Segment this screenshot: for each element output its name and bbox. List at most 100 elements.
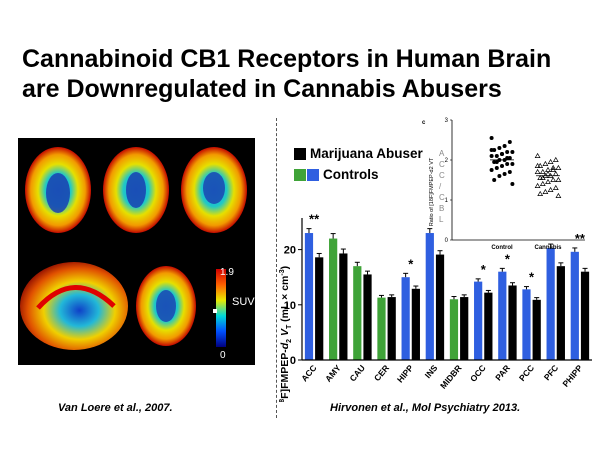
bar-marijuana-amy (339, 253, 348, 360)
scatter-point-control (489, 148, 494, 152)
bar-marijuana-midbr (460, 297, 469, 360)
bar-controls-ins (425, 233, 434, 360)
title-line-2: are Downregulated in Cannabis Abusers (22, 75, 502, 103)
error-bar-controls-par (499, 267, 505, 272)
scatter-point-cannabis (534, 152, 541, 158)
legend-item-marijuana: Marijuana Abuser (294, 143, 423, 164)
x-tick-label-phipp: PHIPP (560, 363, 584, 389)
bar-controls-pfc (546, 247, 555, 360)
error-bar-controls-cau (354, 261, 360, 267)
error-bar-marijuana-cer (389, 294, 395, 298)
axial-slice-1 (25, 147, 91, 233)
error-bar-controls-ins (427, 228, 433, 234)
scatter-point-control (500, 152, 504, 156)
error-bar-marijuana-acc (316, 252, 322, 258)
pet-scan-image: 1.9 SUV 0 (20, 147, 255, 361)
error-bar-controls-occ (475, 278, 481, 282)
error-bar-controls-acc (306, 228, 312, 234)
x-tick-label-ins: INS (423, 363, 440, 381)
bar-marijuana-hipp (411, 288, 420, 360)
scatter-point-cannabis (539, 168, 546, 174)
error-bar-controls-amy (330, 233, 336, 239)
colorbar-min-label: 0 (220, 350, 226, 361)
scatter-side-letter: B (439, 204, 444, 213)
citation-left: Van Loere et al., 2007. (58, 402, 173, 414)
scatter-point-cannabis (534, 162, 541, 168)
scatter-point-cannabis (555, 192, 562, 198)
x-tick-label-acc: ACC (299, 363, 319, 384)
scatter-group-label-control: Control (491, 245, 513, 251)
bar-chart-ylabel: [18F]FMPEP-d2 VT (mL × cm-3) (279, 266, 293, 402)
error-bar-marijuana-par (510, 282, 516, 286)
error-bar-marijuana-hipp (413, 285, 419, 289)
scatter-point-cannabis (555, 176, 562, 182)
colorbar-unit-label: SUV (232, 296, 255, 308)
error-bar-controls-phipp (572, 247, 578, 252)
x-tick-label-pcc: PCC (517, 363, 536, 383)
significance-marker-par: * (505, 251, 511, 266)
colorbar-max-label: 1.9 (220, 267, 234, 278)
scatter-point-control (510, 182, 515, 186)
bar-marijuana-pcc (532, 299, 541, 360)
error-bar-marijuana-midbr (461, 294, 467, 298)
legend-swatch-controls-green (294, 168, 306, 181)
pet-scan-panel: 1.9 SUV 0 (18, 138, 255, 365)
scatter-point-control (502, 172, 507, 176)
scatter-point-control (489, 168, 494, 172)
scatter-point-control (500, 164, 504, 168)
bar-marijuana-cer (387, 297, 396, 360)
x-tick-label-midbr: MIDBR (438, 363, 464, 391)
bar-marijuana-par (508, 285, 517, 360)
scatter-point-cannabis (542, 160, 549, 166)
error-bar-marijuana-ins (437, 250, 443, 255)
error-bar-marijuana-pfc (558, 262, 564, 267)
bar-controls-cau (353, 266, 362, 360)
scatter-y-tick-label: 0 (445, 238, 449, 244)
error-bar-marijuana-occ (485, 289, 491, 293)
coronal-slice (136, 266, 196, 346)
scatter-side-letter: / (439, 182, 442, 191)
scatter-point-control (502, 144, 507, 148)
x-tick-label-par: PAR (493, 363, 512, 383)
scatter-point-control (494, 166, 499, 170)
scatter-point-cannabis (539, 180, 546, 186)
y-tick-label: 20 (284, 245, 296, 257)
scatter-point-control (489, 136, 494, 140)
scatter-point-cannabis (547, 186, 554, 192)
scatter-point-control (510, 162, 515, 166)
scatter-point-control (505, 156, 510, 160)
legend-swatch-controls-blue (307, 168, 319, 181)
scatter-point-control (505, 150, 510, 154)
scatter-point-control (505, 162, 510, 166)
scatter-point-cannabis (550, 164, 557, 170)
scatter-point-cannabis (539, 174, 546, 180)
scatter-group-label-cannabis: Cannabis (534, 245, 562, 251)
x-tick-label-cau: CAU (347, 363, 367, 384)
error-bar-controls-pcc (523, 286, 529, 290)
scatter-side-letter: L (439, 215, 444, 224)
scatter-point-control (489, 154, 494, 158)
scatter-point-control (492, 178, 497, 182)
scatter-point-cannabis (550, 176, 557, 182)
bar-marijuana-ins (435, 254, 445, 360)
x-tick-label-amy: AMY (323, 363, 343, 384)
significance-marker-occ: * (481, 262, 487, 277)
axial-slice-3 (181, 147, 247, 233)
scatter-point-cannabis (545, 178, 551, 184)
scatter-point-cannabis (534, 182, 541, 188)
scatter-point-cannabis (552, 184, 559, 190)
scatter-y-tick-label: 3 (445, 118, 449, 124)
scatter-point-cannabis (552, 156, 559, 162)
x-tick-label-pfc: PFC (542, 363, 561, 382)
legend-swatch-marijuana (294, 147, 306, 160)
error-bar-marijuana-amy (340, 248, 346, 254)
significance-marker-phipp: ** (575, 231, 586, 246)
scatter-chart: c Ratio of [18F]FMPEP-d2 VT ACC/CBL 0123… (422, 118, 585, 251)
bar-controls-acc (304, 233, 314, 360)
scatter-point-cannabis (550, 166, 557, 172)
error-bar-controls-cer (378, 294, 384, 298)
y-tick-label: 10 (284, 300, 296, 312)
colorbar (216, 269, 226, 347)
bar-marijuana-acc (315, 257, 324, 360)
bar-controls-amy (329, 238, 338, 360)
